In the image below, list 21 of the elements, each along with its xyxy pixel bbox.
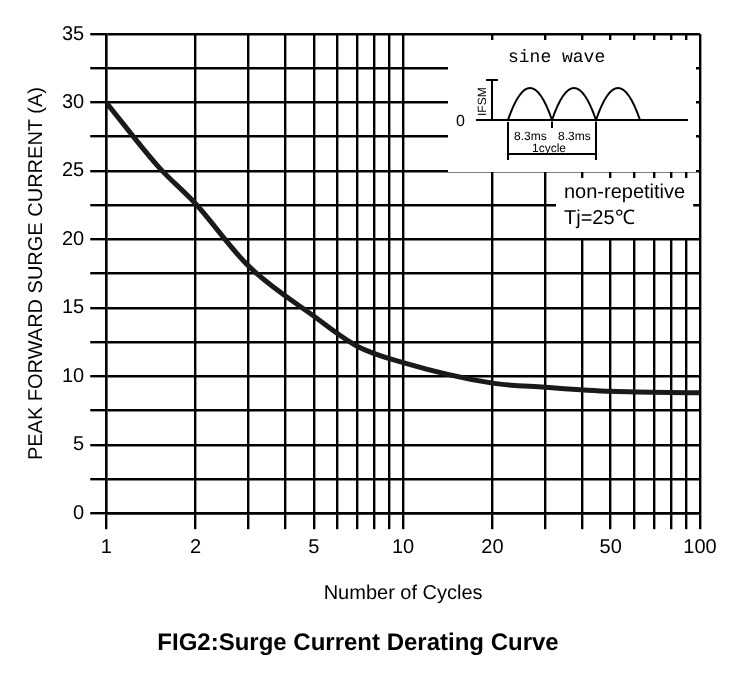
y-tick-label: 5 bbox=[73, 434, 86, 457]
text: FIG2:Surge Current Derating Curve bbox=[157, 628, 560, 657]
y-tick-label: 35 bbox=[62, 23, 86, 46]
y-tick-label: 30 bbox=[62, 91, 86, 114]
y-tick-label: 0 bbox=[73, 502, 86, 525]
y-tick-label: 25 bbox=[62, 160, 86, 183]
y-tick-label: 20 bbox=[62, 228, 86, 251]
x-tick-label: 5 bbox=[308, 536, 321, 559]
x-tick-label: 1 bbox=[100, 536, 113, 559]
y-tick-label: 15 bbox=[62, 297, 86, 320]
x-tick-label: 100 bbox=[683, 536, 718, 559]
x-tick-label: 50 bbox=[599, 536, 623, 559]
annotation: non-repetitive Tj=25℃ bbox=[564, 181, 687, 230]
annotation: sine wave bbox=[508, 48, 606, 68]
annotation: 0 bbox=[456, 112, 466, 130]
x-tick-label: 10 bbox=[392, 536, 416, 559]
y-axis-title: PEAK FORWARD SURGE CURRENT (A) bbox=[25, 87, 48, 461]
x-axis-title: Number of Cycles bbox=[323, 582, 483, 605]
y-tick-label: 10 bbox=[62, 365, 86, 388]
x-tick-label: 20 bbox=[481, 536, 505, 559]
x-tick-label: 2 bbox=[190, 536, 203, 559]
